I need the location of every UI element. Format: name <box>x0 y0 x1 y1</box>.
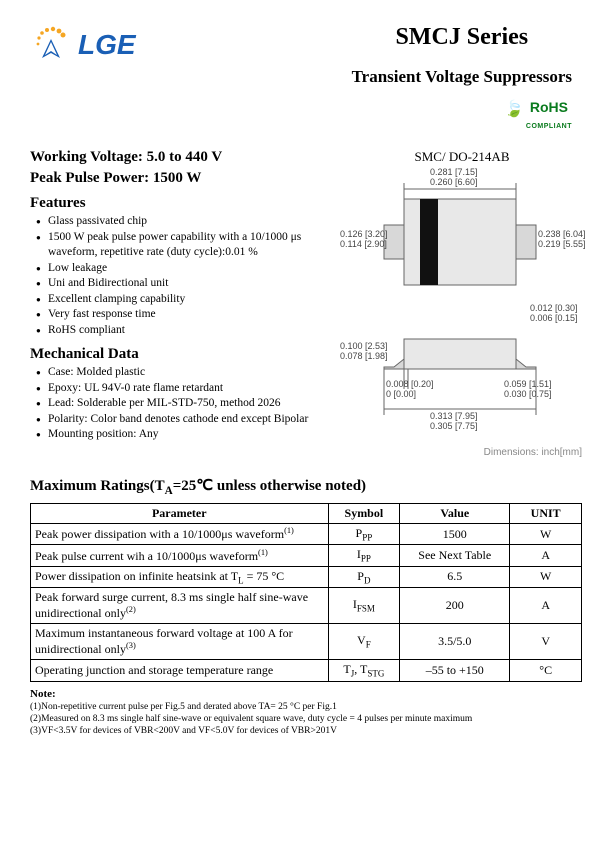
list-item: Lead: Solderable per MIL-STD-750, method… <box>36 396 326 412</box>
col-symbol: Symbol <box>328 504 400 524</box>
note-line: (3)VF<3.5V for devices of VBR<200V and V… <box>30 726 582 736</box>
dims-caption: Dimensions: inch[mm] <box>342 447 582 458</box>
mechanical-heading: Mechanical Data <box>30 346 326 363</box>
list-item: Very fast response time <box>36 307 326 323</box>
ratings-table: Parameter Symbol Value UNIT Peak power d… <box>30 503 582 682</box>
list-item: Polarity: Color band denotes cathode end… <box>36 412 326 428</box>
table-row: Maximum instantaneous forward voltage at… <box>31 624 582 660</box>
leaf-icon: 🍃 <box>504 99 524 119</box>
col-parameter: Parameter <box>31 504 329 524</box>
company-logo: LGE <box>30 24 136 66</box>
list-item: Epoxy: UL 94V-0 rate flame retardant <box>36 381 326 397</box>
table-header-row: Parameter Symbol Value UNIT <box>31 504 582 524</box>
dim-label: 0.313 [7.95]0.305 [7.75] <box>430 411 478 431</box>
dim-label: 0.012 [0.30]0.006 [0.15] <box>530 303 578 323</box>
list-item: RoHS compliant <box>36 323 326 339</box>
note-line: (2)Measured on 8.3 ms single half sine-w… <box>30 714 582 724</box>
rohs-text: RoHS <box>530 99 568 115</box>
max-ratings-heading: Maximum Ratings(TA=25℃ unless otherwise … <box>30 476 582 497</box>
mechanical-list: Case: Molded plastic Epoxy: UL 94V-0 rat… <box>30 365 326 443</box>
rohs-compliant: COMPLIANT <box>526 123 572 130</box>
col-value: Value <box>400 504 510 524</box>
subtitle: Transient Voltage Suppressors <box>352 67 572 87</box>
table-row: Peak forward surge current, 8.3 ms singl… <box>31 588 582 624</box>
list-item: Case: Molded plastic <box>36 365 326 381</box>
dim-label: 0.008 [0.20]0 [0.00] <box>386 379 434 399</box>
working-voltage: Working Voltage: 5.0 to 440 V <box>30 149 326 166</box>
logo-text: LGE <box>78 29 136 61</box>
features-list: Glass passivated chip 1500 W peak pulse … <box>30 214 326 338</box>
list-item: Uni and Bidirectional unit <box>36 276 326 292</box>
list-item: 1500 W peak pulse power capability with … <box>36 230 326 261</box>
note-line: (1)Non-repetitive current pulse per Fig.… <box>30 702 582 712</box>
dim-label: 0.238 [6.04]0.219 [5.55] <box>538 229 586 249</box>
list-item: Mounting position: Any <box>36 427 326 443</box>
features-heading: Features <box>30 195 326 212</box>
table-row: Power dissipation on infinite heatsink a… <box>31 566 582 587</box>
package-title: SMC/ DO-214AB <box>342 149 582 165</box>
dim-label: 0.100 [2.53]0.078 [1.98] <box>340 341 388 361</box>
table-row: Operating junction and storage temperatu… <box>31 660 582 681</box>
package-drawing: 0.281 [7.15]0.260 [6.60] 0.126 [3.20]0.1… <box>342 171 582 441</box>
notes-heading: Note: <box>30 688 582 700</box>
series-title: SMCJ Series <box>352 24 572 51</box>
list-item: Glass passivated chip <box>36 214 326 230</box>
logo-sun-icon <box>30 24 72 66</box>
table-row: Peak pulse current wih a 10/1000μs wavef… <box>31 545 582 566</box>
dim-label: 0.126 [3.20]0.114 [2.90] <box>340 229 388 249</box>
peak-pulse-power: Peak Pulse Power: 1500 W <box>30 170 326 187</box>
list-item: Low leakage <box>36 261 326 277</box>
dim-label: 0.059 [1.51]0.030 [0.75] <box>504 379 552 399</box>
table-row: Peak power dissipation with a 10/1000μs … <box>31 524 582 545</box>
dim-label: 0.281 [7.15]0.260 [6.60] <box>430 167 478 187</box>
col-unit: UNIT <box>510 504 582 524</box>
rohs-badge: 🍃 RoHS COMPLIANT <box>504 99 572 131</box>
list-item: Excellent clamping capability <box>36 292 326 308</box>
